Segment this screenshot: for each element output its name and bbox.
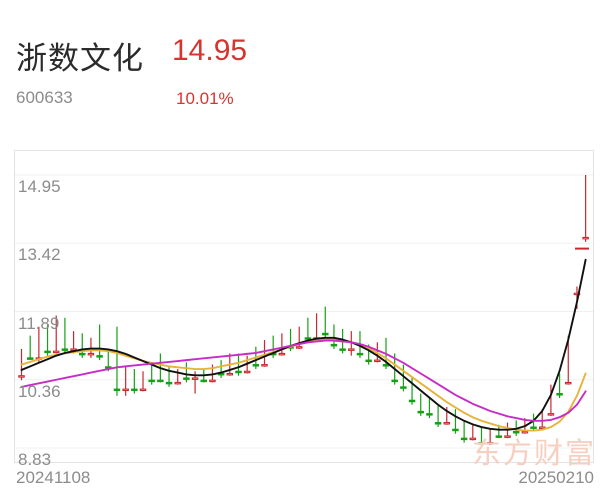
chart-canvas[interactable] <box>15 151 593 462</box>
stock-name: 浙数文化 <box>16 41 144 77</box>
stock-header: 浙数文化 14.95 600633 10.01% <box>0 0 608 140</box>
stock-code: 600633 <box>16 88 73 107</box>
stock-change-percent: 10.01% <box>176 89 234 108</box>
x-axis-start-date: 20241108 <box>16 468 91 487</box>
candlestick-chart[interactable] <box>14 150 594 463</box>
x-axis-end-date: 20250210 <box>518 468 594 487</box>
stock-price: 14.95 <box>172 34 248 67</box>
